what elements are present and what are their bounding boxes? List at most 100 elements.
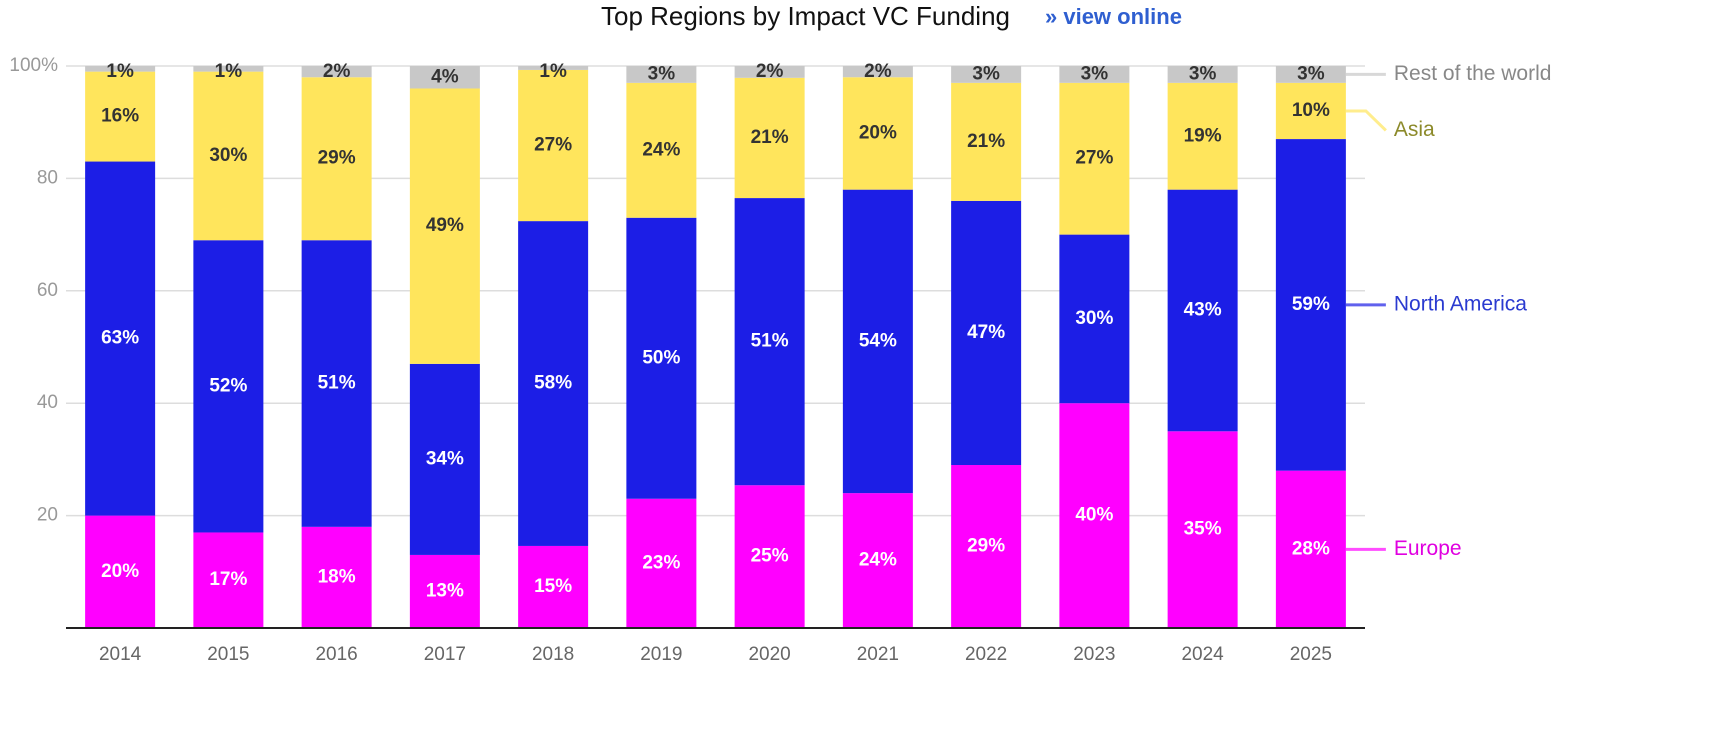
data-label: 16% [101,106,139,127]
data-label: 3% [1081,63,1109,84]
x-tick-label: 2022 [965,644,1007,665]
data-label: 15% [534,576,572,597]
data-label: 51% [318,373,356,394]
bar-segment [734,77,805,199]
data-label: 20% [101,561,139,582]
x-tick-label: 2014 [99,644,142,665]
bar-segment [409,66,480,89]
data-label: 3% [1297,63,1325,84]
bar-segment [301,77,372,241]
data-label: 3% [972,63,1000,84]
chart-title: Top Regions by Impact VC Funding [601,1,1010,31]
bar-segment [193,66,264,72]
data-label: 30% [209,145,247,166]
data-label: 21% [751,127,789,148]
bar-segment [1167,431,1238,628]
data-label: 52% [209,375,247,396]
data-label: 23% [642,552,680,573]
bar-segment [193,240,264,533]
y-tick-label: 100% [9,55,58,76]
view-online-link[interactable]: » view online [1045,4,1182,29]
bar-segment [518,221,589,546]
data-label: 49% [426,215,464,236]
x-tick-label: 2016 [315,644,357,665]
bar-segment [626,66,697,83]
bar-segment [951,66,1022,83]
x-tick-label: 2019 [640,644,682,665]
data-label: 34% [426,448,464,469]
y-tick-label: 40 [37,392,58,413]
bar-segment [626,498,697,628]
data-label: 24% [642,139,680,160]
data-label: 2% [756,61,784,82]
bar-segment [193,532,264,628]
data-label: 19% [1184,125,1222,146]
data-label: 1% [539,61,567,82]
bar-segment [301,240,372,527]
bar-segment [1275,470,1346,628]
bar-segment [85,515,156,628]
x-tick-label: 2023 [1073,644,1115,665]
data-label: 43% [1184,299,1222,320]
y-tick-label: 20 [37,505,58,526]
bar-segment [409,88,480,364]
data-label: 47% [967,322,1005,343]
data-label: 25% [751,546,789,567]
legend-line [1345,109,1387,132]
legend-label: Rest of the world [1394,62,1552,85]
bar-segment [301,526,372,628]
data-label: 30% [1075,308,1113,329]
bar-segment [734,485,805,628]
data-label: 29% [318,148,356,169]
bar-segment [193,71,264,241]
bar-segment [518,69,589,222]
bar-segment [1059,403,1130,628]
bar-segment [626,217,697,499]
bar-segment [409,363,480,555]
data-label: 50% [642,347,680,368]
data-label: 13% [426,580,464,601]
bar-segment [626,82,697,218]
data-label: 21% [967,131,1005,152]
bar-segment [1167,66,1238,83]
data-label: 27% [534,135,572,156]
bar-segment [842,493,913,628]
bar-segment [1275,139,1346,471]
bar-segment [842,77,913,190]
bar-segment [85,161,156,516]
data-label: 20% [859,122,897,143]
bar-segment [1059,82,1130,235]
x-tick-label: 2015 [207,644,249,665]
y-tick-label: 60 [37,280,58,301]
bar-segment [951,82,1022,201]
data-label: 10% [1292,100,1330,121]
data-label: 1% [106,61,134,82]
x-tick-label: 2025 [1290,644,1332,665]
x-tick-label: 2021 [857,644,899,665]
bar-segment [842,66,913,78]
data-label: 40% [1075,505,1113,526]
data-label: 35% [1184,519,1222,540]
data-label: 4% [431,66,459,87]
x-tick-label: 2018 [532,644,574,665]
bar-segment [842,189,913,494]
data-label: 18% [318,566,356,587]
bar-segment [1167,82,1238,190]
bar-segment [1059,66,1130,83]
bar-segment [85,66,156,72]
bar-segment [734,198,805,486]
bar-segment [1275,82,1346,140]
x-tick-label: 2024 [1181,644,1224,665]
bar-segment [951,200,1022,466]
x-tick-label: 2020 [748,644,790,665]
bar-segment [409,554,480,628]
bar-segment [951,465,1022,628]
bar-segment [734,66,805,78]
y-tick-label: 80 [37,167,58,188]
x-tick-label: 2017 [424,644,466,665]
legend-label: Asia [1394,118,1435,141]
data-label: 58% [534,373,572,394]
data-label: 29% [967,536,1005,557]
legend-label: Europe [1394,537,1462,560]
bar-segment [1275,66,1346,83]
